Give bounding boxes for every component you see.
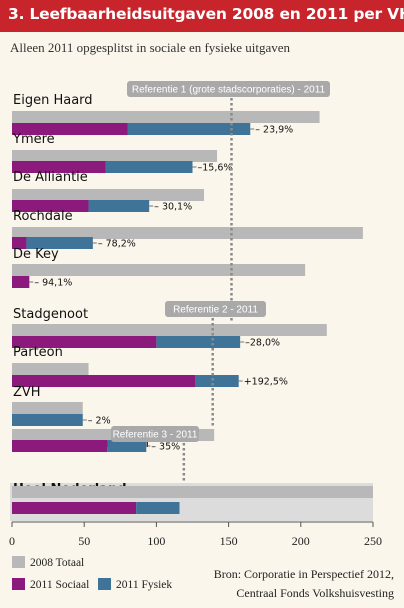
category-group: Parteon +192,5% [12, 345, 288, 388]
category-group: Ymere –15,6% [12, 132, 232, 174]
bar-2011-fysiek [88, 200, 150, 212]
change-label: – 30,1% [154, 202, 192, 213]
x-tick-label: 100 [147, 534, 165, 548]
source-line: Centraal Fonds Volkshuisvesting [236, 586, 394, 600]
x-tick-label: 150 [220, 534, 238, 548]
bar-2008-totaal [12, 363, 89, 375]
bar-2011-fysiek [127, 123, 251, 135]
category-group: Heel Nederland [12, 482, 373, 514]
source-line: Bron: Corporatie in Perspectief 2012, [214, 567, 394, 581]
reference-box [165, 301, 266, 317]
category-group: Stadgenoot –28,0% [12, 307, 327, 349]
category-label: Ymere [12, 132, 55, 147]
x-tick-label: 250 [364, 534, 382, 548]
legend-item: 2011 Fysiek [98, 578, 172, 591]
bar-2008-totaal [12, 486, 373, 498]
legend-item: 2008 Totaal [12, 556, 84, 569]
bar-2011-sociaal [12, 237, 27, 249]
bar-2011-sociaal [12, 161, 106, 173]
change-label: – 78,2% [98, 239, 136, 250]
change-label: –15,6% [198, 163, 233, 174]
change-label: –28,0% [245, 338, 280, 349]
category-label: Rochdale [13, 209, 73, 224]
category-label: De Alliantie [13, 170, 88, 185]
chart-subtitle: Alleen 2011 opgesplitst in sociale en fy… [10, 40, 291, 55]
reference-box [111, 426, 199, 442]
reference-box [127, 81, 330, 97]
bar-2008-totaal [12, 111, 320, 123]
bar-2011-sociaal [12, 336, 157, 348]
change-label: – 35% [151, 442, 180, 453]
category-group: Eigen Haard – 23,9% [12, 93, 320, 136]
bar-2011-sociaal [12, 123, 128, 135]
bar-2008-totaal [12, 264, 306, 276]
bar-2011-sociaal [12, 440, 108, 452]
reference-label: Referentie 1 (grote stadscorporaties) - … [132, 85, 326, 96]
bar-2011-fysiek [136, 502, 180, 514]
bar-2011-fysiek [105, 161, 193, 173]
category-group: De Key – 94,1% [12, 247, 306, 289]
reference-label: Referentie 3 - 2011 [113, 430, 198, 441]
category-group: De Alliantie – 30,1% [12, 170, 205, 213]
x-tick-label: 200 [292, 534, 310, 548]
category-label: Parteon [13, 345, 63, 360]
bar-2008-totaal [12, 402, 83, 414]
x-tick-label: 50 [78, 534, 90, 548]
change-label: +192,5% [244, 377, 288, 388]
legend-swatch [12, 556, 25, 568]
bar-2011-sociaal [12, 276, 30, 288]
bar-2008-totaal [12, 189, 205, 201]
bar-2011-sociaal [12, 375, 196, 387]
bar-2008-totaal [12, 324, 327, 336]
category-group: Rochdale – 78,2% [12, 209, 363, 250]
bar-2011-fysiek [195, 375, 239, 387]
x-tick-label: 0 [9, 534, 15, 548]
category-label: Eigen Haard [13, 93, 93, 108]
category-label: De Key [13, 247, 59, 262]
legend-swatch [12, 578, 25, 590]
chart-title: 3. Leefbaarheidsuitgaven 2008 en 2011 pe… [8, 5, 404, 23]
legend-swatch [98, 578, 111, 590]
bar-2011-fysiek [107, 440, 147, 452]
category-label: ZVH [13, 385, 41, 400]
legend-label: 2008 Totaal [30, 557, 84, 569]
bar-2011-sociaal [12, 200, 89, 212]
category-group: ZVH – 2% [12, 385, 111, 427]
legend-label: 2011 Sociaal [30, 579, 89, 591]
bar-2011-fysiek [156, 336, 241, 348]
legend-label: 2011 Fysiek [116, 579, 172, 591]
bar-2011-fysiek [12, 414, 83, 426]
bar-2008-totaal [12, 227, 363, 239]
bar-2008-totaal [12, 150, 218, 162]
change-label: – 94,1% [34, 278, 72, 289]
bar-2011-fysiek [26, 237, 93, 249]
legend-item: 2011 Sociaal [12, 578, 89, 591]
bar-2011-sociaal [12, 502, 137, 514]
reference-label: Referentie 2 - 2011 [173, 305, 258, 316]
category-label: Stadgenoot [13, 307, 88, 322]
change-label: – 2% [88, 416, 111, 427]
change-label: – 23,9% [255, 125, 293, 136]
title-bar: 3. Leefbaarheidsuitgaven 2008 en 2011 pe… [0, 0, 404, 32]
